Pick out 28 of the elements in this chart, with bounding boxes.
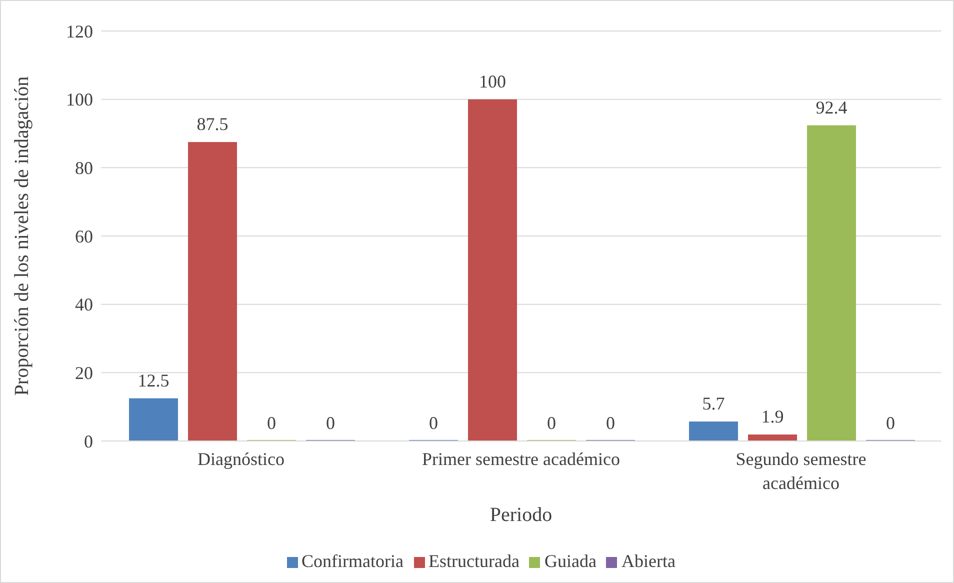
data-label: 12.5 bbox=[138, 370, 170, 390]
y-tick-label: 40 bbox=[75, 294, 93, 315]
data-label: 0 bbox=[886, 413, 895, 433]
y-tick-label: 120 bbox=[66, 21, 93, 42]
y-tick-label: 80 bbox=[75, 158, 93, 178]
data-label: 1.9 bbox=[761, 406, 784, 427]
data-label: 92.4 bbox=[816, 97, 848, 118]
y-tick-label: 20 bbox=[75, 363, 93, 384]
legend-label: Abierta bbox=[621, 551, 676, 571]
y-tick-label: 60 bbox=[75, 226, 93, 246]
x-tick-label: Diagnóstico bbox=[198, 449, 284, 469]
y-axis-title: Proporción de los niveles de indagación bbox=[11, 76, 34, 396]
data-label: 0 bbox=[267, 413, 276, 433]
data-label: 0 bbox=[547, 413, 556, 433]
legend-label: Estructurada bbox=[428, 551, 520, 571]
legend-label: Guiada bbox=[544, 551, 596, 571]
y-tick-label: 100 bbox=[66, 90, 93, 110]
data-label: 0 bbox=[429, 413, 438, 433]
data-label: 0 bbox=[606, 413, 615, 433]
x-axis-title: Periodo bbox=[490, 504, 552, 526]
data-label: 100 bbox=[479, 71, 506, 92]
data-label: 87.5 bbox=[196, 114, 228, 134]
legend-label: Confirmatoria bbox=[302, 551, 404, 571]
x-tick-label: Segundo semestre académico bbox=[736, 449, 866, 493]
x-tick-label: Primer semestre académico bbox=[422, 449, 620, 469]
data-label: 0 bbox=[326, 413, 335, 433]
data-label: 5.7 bbox=[702, 394, 725, 414]
y-tick-label: 0 bbox=[84, 431, 93, 452]
